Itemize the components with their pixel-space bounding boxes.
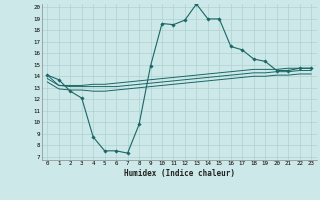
X-axis label: Humidex (Indice chaleur): Humidex (Indice chaleur)	[124, 169, 235, 178]
